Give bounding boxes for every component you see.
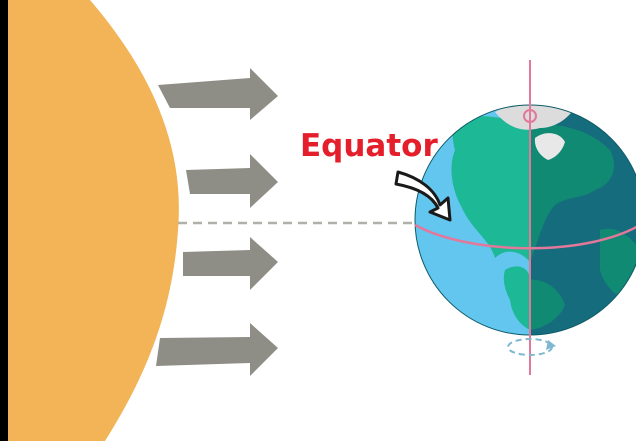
north-pole-marker — [523, 109, 537, 123]
arrow-right-icon — [186, 154, 278, 208]
equator-line — [414, 223, 636, 250]
curved-arrow-icon — [394, 170, 452, 222]
rotation-arrow-icon — [507, 338, 556, 356]
equator-label: Equator — [300, 128, 438, 164]
arrow-right-icon — [158, 68, 278, 120]
arrow-right-icon — [156, 323, 278, 376]
arrow-right-icon — [183, 237, 278, 290]
sun-ray-arrows — [156, 68, 278, 376]
sun-shape — [8, 0, 179, 441]
